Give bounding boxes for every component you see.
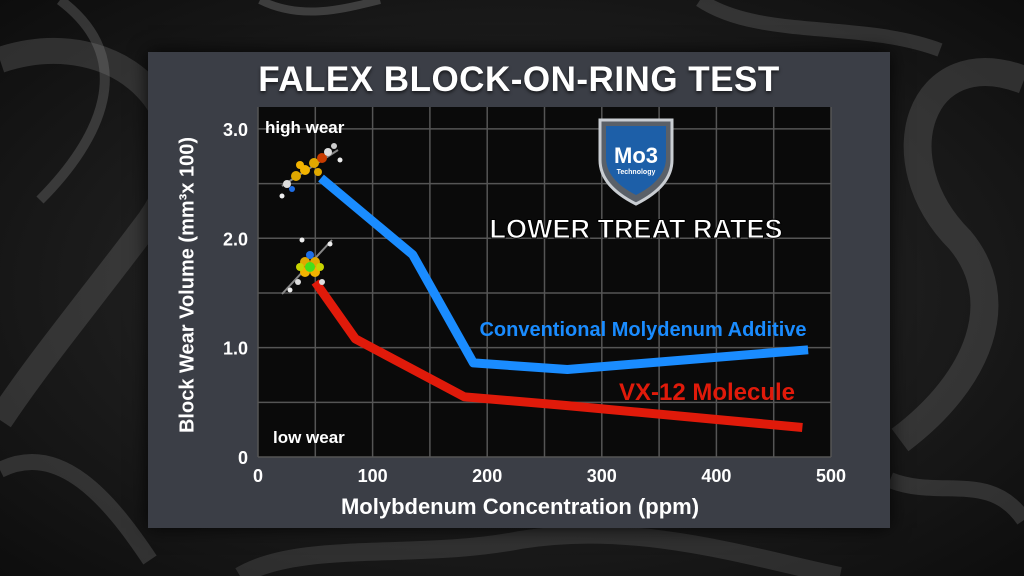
x-tick-label: 500 — [816, 466, 846, 486]
headline-text: LOWER TREAT RATES — [490, 214, 783, 244]
low-wear-label: low wear — [273, 428, 345, 447]
x-tick-label: 100 — [358, 466, 388, 486]
x-axis-label: Molybdenum Concentration (ppm) — [340, 494, 700, 519]
high-wear-molecule-icon — [279, 143, 343, 199]
x-tick-label: 200 — [472, 466, 502, 486]
y-tick-label: 3.0 — [223, 120, 248, 140]
series-line-vx12 — [311, 279, 803, 432]
logo-subtext: Technology — [617, 169, 656, 176]
y-tick-label: 1.0 — [223, 339, 248, 359]
series-label-conventional: Conventional Molydenum Additive — [479, 319, 806, 341]
axis-ticks: 0 100 200 300 400 500 0 1.0 2.0 3.0 — [223, 120, 846, 486]
series-label-vx12: VX-12 Molecule — [619, 379, 795, 406]
logo-text: Mo3 — [614, 143, 658, 168]
chart-title: FALEX BLOCK-ON-RING TEST — [258, 60, 780, 99]
low-wear-molecule-icon — [281, 237, 333, 295]
y-tick-label: 2.0 — [223, 229, 248, 249]
y-tick-label: 0 — [238, 448, 248, 468]
series-lines — [311, 174, 809, 432]
x-tick-label: 300 — [587, 466, 617, 486]
x-tick-label: 0 — [253, 466, 263, 486]
series-line-conventional — [318, 174, 809, 374]
mo3-technology-logo: Mo3 Technology — [598, 118, 674, 206]
x-tick-label: 400 — [701, 466, 731, 486]
high-wear-label: high wear — [265, 118, 345, 137]
